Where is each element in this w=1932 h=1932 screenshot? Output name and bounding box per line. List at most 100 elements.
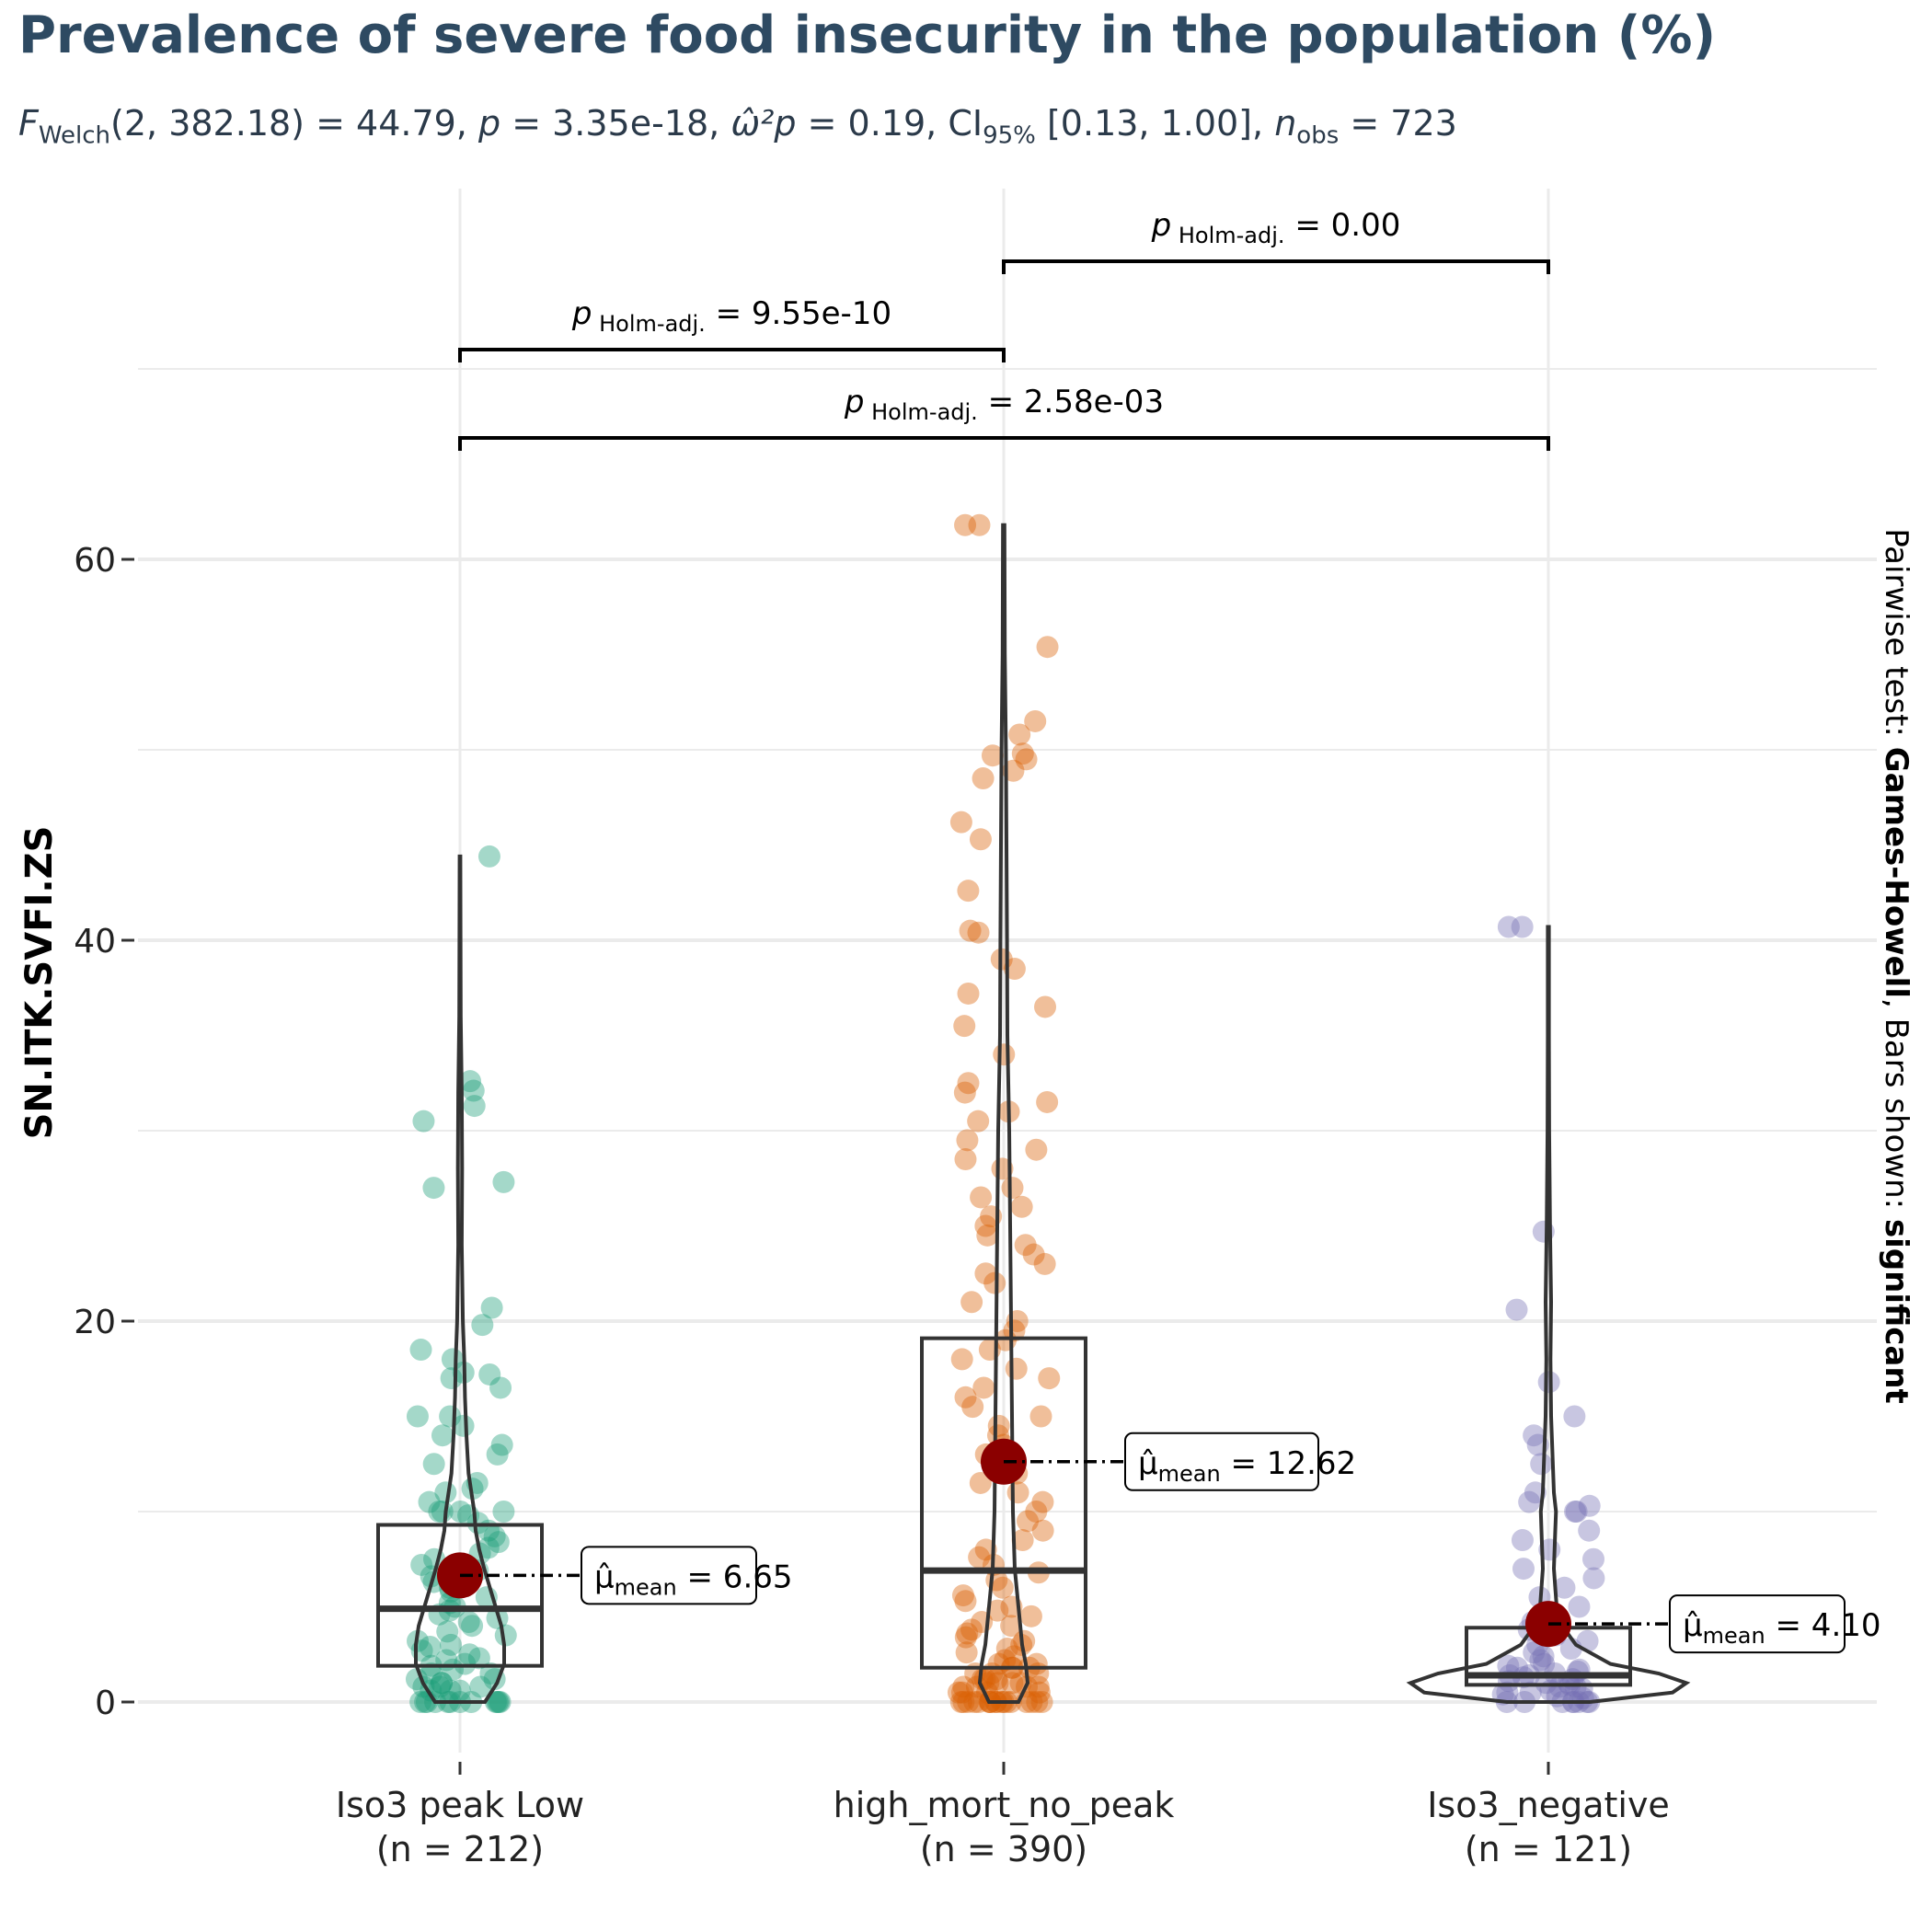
- data-point: [957, 982, 980, 1005]
- data-point: [489, 1376, 512, 1399]
- data-point: [1003, 1319, 1026, 1342]
- data-point: [952, 1675, 975, 1698]
- data-point: [420, 1662, 443, 1685]
- mean-label-box: [1124, 1432, 1319, 1491]
- violin: [977, 523, 1030, 1704]
- data-point: [1014, 1234, 1037, 1257]
- n-value: = 723: [1350, 103, 1457, 144]
- data-point: [458, 1643, 481, 1666]
- effect-symbol: ω̂²p: [730, 103, 797, 144]
- data-point: [486, 1691, 509, 1713]
- data-point: [967, 1691, 990, 1713]
- data-point: [429, 1675, 452, 1698]
- data-point: [1028, 1681, 1051, 1704]
- data-point: [492, 1501, 515, 1523]
- data-point: [949, 1691, 972, 1713]
- data-point: [1025, 1138, 1048, 1161]
- data-point: [418, 1490, 441, 1513]
- x-tick-label: Iso3 peak Low: [336, 1785, 584, 1825]
- data-point: [968, 513, 991, 536]
- y-tick-label: 20: [74, 1304, 116, 1341]
- data-point: [995, 1638, 1018, 1661]
- data-point: [1578, 1494, 1601, 1517]
- data-point: [1033, 1252, 1056, 1275]
- data-point: [478, 1363, 501, 1386]
- data-point: [993, 1043, 1016, 1066]
- data-point: [1511, 915, 1534, 938]
- data-point: [971, 1668, 994, 1691]
- data-point: [961, 1396, 984, 1419]
- data-point: [1564, 1675, 1587, 1698]
- data-point: [954, 1590, 977, 1613]
- data-point: [439, 1405, 462, 1428]
- data-point: [487, 1531, 510, 1554]
- data-point: [954, 513, 977, 536]
- data-point: [994, 1649, 1017, 1672]
- violin: [414, 854, 506, 1704]
- mean-label-box: [1669, 1594, 1846, 1654]
- ci-sub: 95%: [983, 121, 1036, 150]
- data-point: [489, 1691, 512, 1713]
- y-tick-label: 60: [74, 542, 116, 580]
- data-point: [487, 1691, 510, 1713]
- data-point: [1011, 1529, 1034, 1552]
- data-point: [983, 1271, 1006, 1294]
- data-point: [469, 1675, 492, 1698]
- data-point: [492, 1170, 515, 1193]
- n-symbol: n: [1274, 103, 1297, 144]
- data-point: [955, 1641, 978, 1664]
- data-point: [440, 1633, 463, 1656]
- data-point: [1519, 1681, 1542, 1704]
- y-axis-label: SN.ITK.SVFI.ZS: [18, 826, 61, 1140]
- data-point: [953, 1081, 976, 1104]
- data-point: [1532, 1645, 1555, 1668]
- data-point: [1025, 1501, 1048, 1523]
- data-point: [422, 1453, 445, 1476]
- data-point: [1582, 1547, 1605, 1570]
- comparison-label: p Holm-adj. = 9.55e-10: [571, 295, 891, 337]
- data-point: [954, 1386, 977, 1409]
- chart-title: Prevalence of severe food insecurity in …: [18, 6, 1717, 65]
- data-point: [1497, 915, 1520, 938]
- data-point: [1523, 1641, 1546, 1664]
- data-point: [466, 1512, 489, 1535]
- data-point: [969, 1471, 992, 1494]
- p-value: = 3.35e-18,: [512, 103, 720, 144]
- data-point: [422, 1177, 445, 1200]
- stat-sub: Welch: [38, 121, 111, 150]
- data-point: [419, 1635, 442, 1658]
- data-point: [1518, 1490, 1541, 1513]
- data-point: [972, 767, 995, 790]
- chart-subtitle: FWelch(2, 382.18) = 44.79, p = 3.35e-18,…: [18, 103, 1457, 150]
- data-point: [1006, 1481, 1029, 1504]
- data-point: [409, 1691, 432, 1713]
- data-point: [1005, 1357, 1028, 1380]
- data-point: [1530, 1453, 1553, 1476]
- data-point: [1497, 1654, 1520, 1677]
- data-point: [947, 1681, 970, 1704]
- x-tick-count: (n = 212): [376, 1829, 544, 1869]
- data-point: [477, 1536, 500, 1559]
- x-tick-count: (n = 390): [920, 1829, 1087, 1869]
- stat-args: (2, 382.18): [110, 103, 305, 144]
- data-point: [1001, 1672, 1024, 1695]
- data-point: [1011, 742, 1034, 765]
- data-point: [1027, 1675, 1050, 1698]
- side-caption-shown: significant: [1878, 1219, 1915, 1404]
- data-point: [976, 1224, 999, 1247]
- data-point: [486, 1443, 509, 1466]
- data-point: [960, 1291, 983, 1314]
- data-point: [490, 1433, 513, 1456]
- data-point: [1024, 709, 1047, 732]
- data-point: [967, 921, 990, 944]
- data-point: [461, 1615, 484, 1638]
- data-point: [1020, 1691, 1043, 1713]
- p-symbol: p: [477, 103, 501, 144]
- data-point: [1496, 1681, 1519, 1704]
- data-point: [957, 880, 980, 903]
- data-point: [956, 1129, 979, 1152]
- data-point: [1529, 1649, 1552, 1672]
- data-point: [1025, 1652, 1048, 1675]
- mean-label: μ̂mean = 12.62: [1138, 1445, 1356, 1487]
